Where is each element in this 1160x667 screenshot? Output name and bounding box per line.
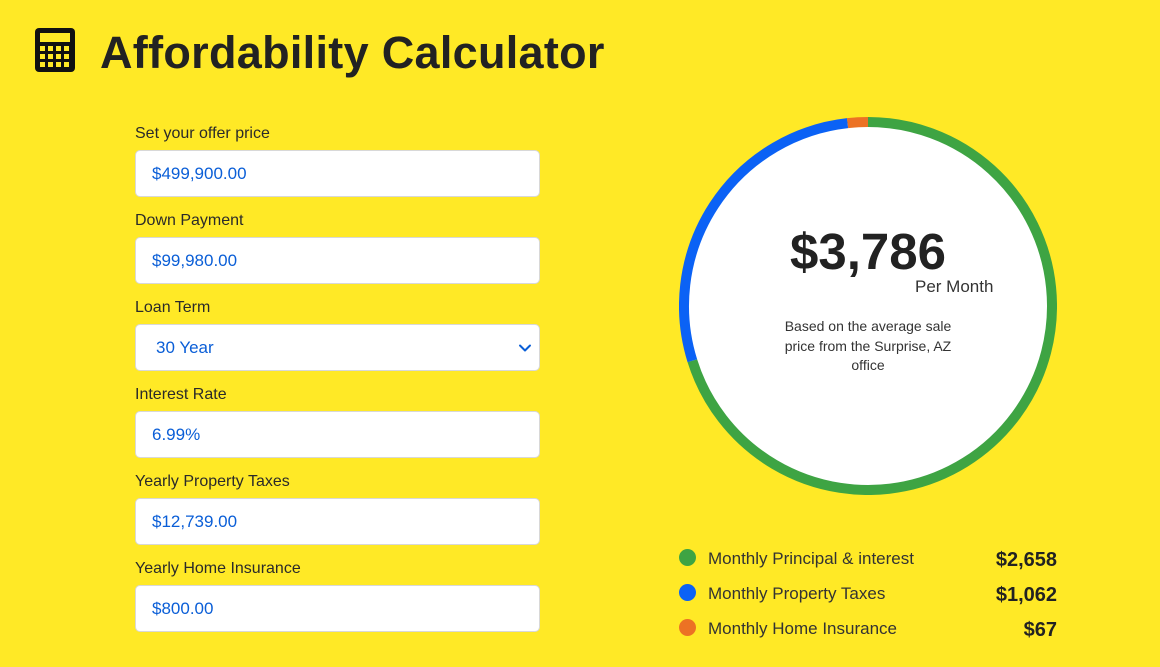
loan-term-label: Loan Term <box>135 299 211 316</box>
chart-legend: Monthly Principal & interest $2,658 Monthl… <box>678 545 1058 650</box>
interest-rate-label: Interest Rate <box>135 386 227 403</box>
legend-color-dot <box>679 619 696 636</box>
loan-term-field: Loan Term 30 Year <box>135 298 540 371</box>
down-payment-input[interactable] <box>135 237 540 284</box>
home-insurance-field: Yearly Home Insurance <box>135 559 540 632</box>
legend-label: Monthly Home Insurance <box>708 619 897 638</box>
calculator-form: Set your offer price Down Payment Loan T… <box>135 124 540 646</box>
legend-label: Monthly Property Taxes <box>708 584 886 603</box>
payment-breakdown-donut-chart <box>679 117 1057 495</box>
legend-item: Monthly Property Taxes $1,062 <box>678 580 1058 615</box>
legend-item: Monthly Home Insurance $67 <box>678 615 1058 650</box>
home-insurance-label: Yearly Home Insurance <box>135 560 301 577</box>
legend-value: $2,658 <box>995 549 1057 571</box>
page-title: Affordability Calculator <box>100 27 605 78</box>
offer-price-label: Set your offer price <box>135 125 270 142</box>
legend-label: Monthly Principal & interest <box>708 549 914 568</box>
offer-price-input[interactable] <box>135 150 540 197</box>
property-taxes-field: Yearly Property Taxes <box>135 472 540 545</box>
legend-color-dot <box>679 584 696 601</box>
donut-segment-monthly-home-insurance <box>847 117 869 129</box>
legend-value: $1,062 <box>995 584 1057 606</box>
donut-inner-fill <box>684 122 1052 490</box>
interest-rate-field: Interest Rate <box>135 385 540 458</box>
per-month-label: Per Month <box>915 277 994 296</box>
loan-term-select[interactable]: 30 Year <box>135 324 540 371</box>
legend-color-dot <box>679 549 696 566</box>
home-insurance-input[interactable] <box>135 585 540 632</box>
property-taxes-input[interactable] <box>135 498 540 545</box>
donut-segment-monthly-property-taxes <box>679 118 849 363</box>
calculator-icon <box>35 28 75 72</box>
page-header: Affordability Calculator <box>34 24 605 78</box>
down-payment-label: Down Payment <box>135 212 244 229</box>
loan-term-select-wrapper: 30 Year <box>135 324 540 371</box>
average-price-note: Based on the average sale price from the… <box>784 318 952 373</box>
legend-item: Monthly Principal & interest $2,658 <box>678 545 1058 580</box>
offer-price-field: Set your offer price <box>135 124 540 197</box>
legend-value: $67 <box>1023 619 1057 641</box>
down-payment-field: Down Payment <box>135 211 540 284</box>
monthly-total-amount: $3,786 <box>790 223 946 280</box>
interest-rate-input[interactable] <box>135 411 540 458</box>
property-taxes-label: Yearly Property Taxes <box>135 473 290 490</box>
donut-center: $3,786 Per Month Based on the average sa… <box>679 117 1057 495</box>
donut-segment-monthly-principal-interest <box>687 117 1057 495</box>
